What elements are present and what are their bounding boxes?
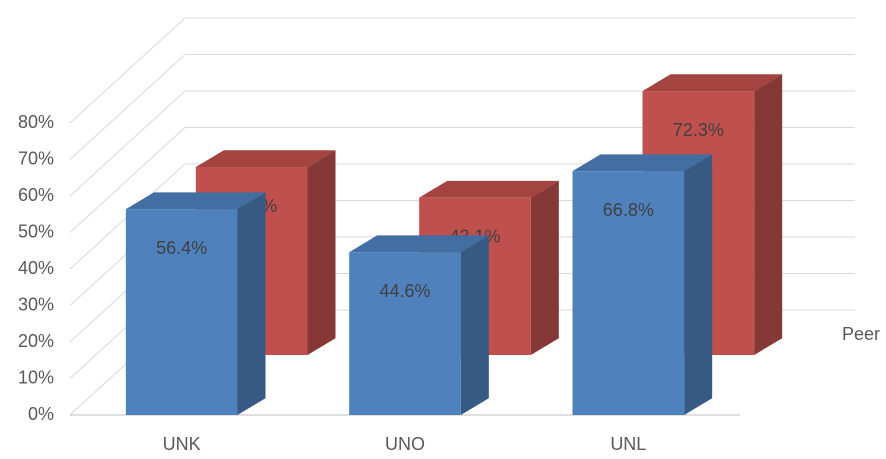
x-tick-label: UNK	[163, 434, 201, 454]
bar-face	[642, 74, 783, 92]
bar	[125, 192, 266, 415]
value-label: 56.4%	[156, 238, 207, 258]
grid-line	[69, 127, 186, 233]
bar-face	[460, 235, 489, 415]
bar-face	[125, 192, 266, 210]
x-tick-label: UNL	[610, 434, 646, 454]
y-tick-label: 10%	[18, 367, 54, 387]
bar-face	[307, 150, 336, 355]
bar-face	[754, 74, 783, 356]
y-tick-label: 40%	[18, 258, 54, 278]
grid-line	[69, 90, 186, 197]
y-tick-label: 20%	[18, 331, 54, 351]
bar-face	[684, 154, 713, 415]
y-tick-label: 70%	[18, 148, 54, 168]
bar-face	[419, 180, 559, 198]
x-tick-label: UNO	[385, 434, 425, 454]
bar-face	[349, 252, 461, 415]
grid-line	[69, 54, 186, 160]
y-tick-label: 50%	[18, 221, 54, 241]
bar-face	[237, 192, 266, 415]
value-label: 44.6%	[379, 281, 430, 301]
value-label: 72.3%	[673, 120, 724, 140]
y-tick-label: 60%	[18, 185, 54, 205]
bar-face	[530, 180, 559, 355]
bar-face	[125, 209, 238, 415]
bar-face	[349, 235, 489, 253]
bar	[349, 235, 489, 415]
bar-face	[195, 150, 336, 168]
y-tick-label: 0%	[28, 404, 54, 424]
bar-face	[572, 154, 713, 172]
value-label: 66.8%	[603, 200, 654, 220]
bar	[572, 154, 713, 415]
bar-face	[572, 171, 685, 415]
y-tick-label: 80%	[18, 112, 54, 132]
grid-line	[69, 17, 186, 124]
depth-label: Peer	[842, 324, 880, 344]
y-tick-label: 30%	[18, 294, 54, 314]
